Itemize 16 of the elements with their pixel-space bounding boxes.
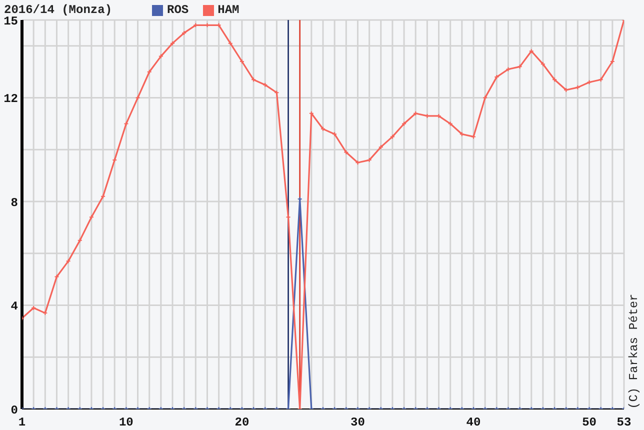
y-tick-label: 0 xyxy=(10,403,18,418)
x-tick-label: 20 xyxy=(234,416,250,430)
text: (C) Farkas Péter xyxy=(627,294,641,409)
x-tick-label: 40 xyxy=(466,416,481,430)
y-tick-label: 12 xyxy=(4,92,18,106)
x-tick-label: 1 xyxy=(18,416,26,430)
legend-label: ROS xyxy=(167,3,189,17)
y-tick-label: 4 xyxy=(10,300,18,314)
y-tick-label: 15 xyxy=(4,14,18,28)
x-tick-label: 53 xyxy=(616,416,632,430)
y-tick-label: 8 xyxy=(10,196,18,210)
x-tick-label: 50 xyxy=(582,416,596,430)
x-tick-label: 30 xyxy=(350,416,365,430)
legend-label: HAM xyxy=(218,3,240,17)
x-tick-label: 10 xyxy=(118,416,134,430)
chart-title: 2016/14 (Monza) xyxy=(4,3,112,17)
